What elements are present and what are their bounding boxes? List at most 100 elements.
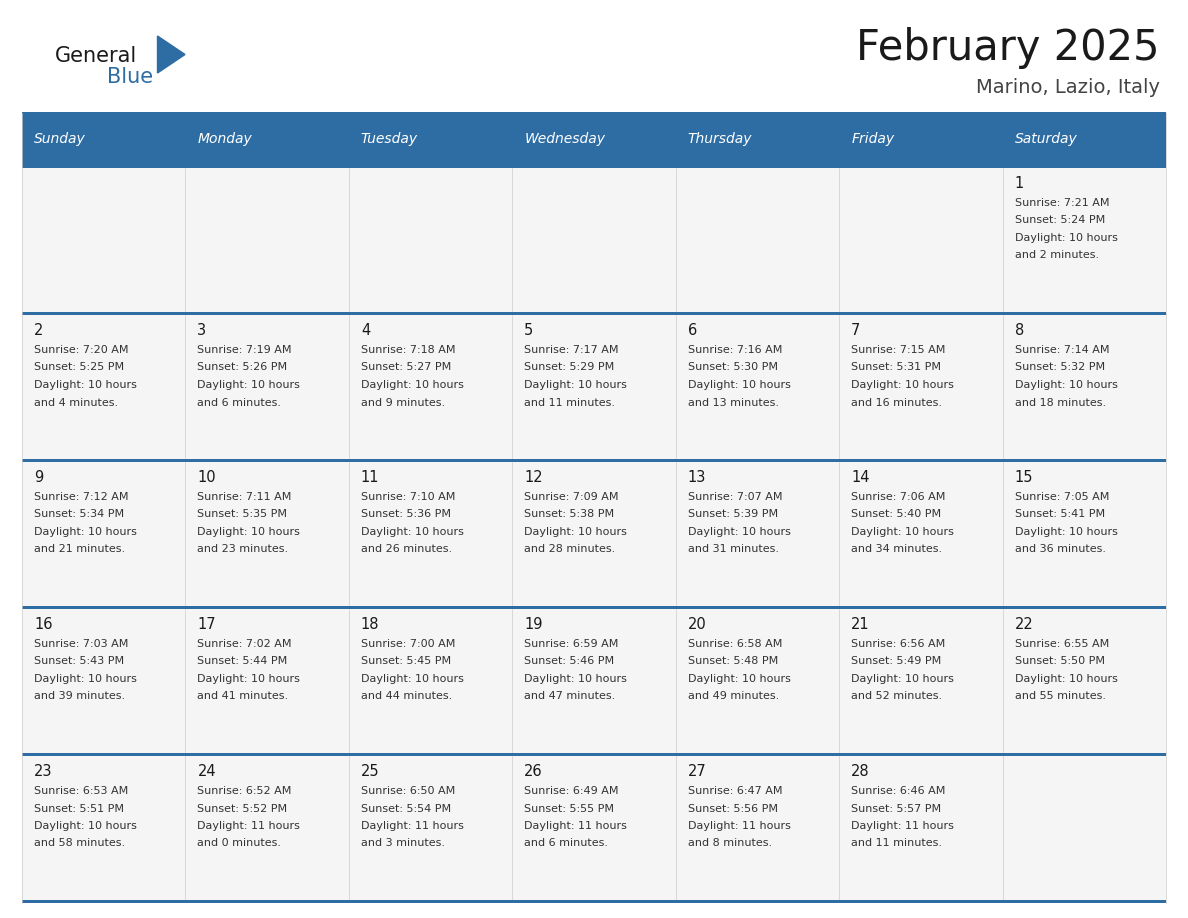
Text: 17: 17 <box>197 617 216 632</box>
Text: 7: 7 <box>851 323 860 338</box>
Text: Sunrise: 7:00 AM: Sunrise: 7:00 AM <box>361 639 455 649</box>
Text: Sunrise: 7:19 AM: Sunrise: 7:19 AM <box>197 345 292 355</box>
Text: Sunset: 5:26 PM: Sunset: 5:26 PM <box>197 363 287 373</box>
Text: Sunset: 5:51 PM: Sunset: 5:51 PM <box>34 803 124 813</box>
Text: Saturday: Saturday <box>1015 132 1078 146</box>
Bar <box>1003 462 1165 606</box>
Text: and 2 minutes.: and 2 minutes. <box>1015 251 1099 261</box>
Text: and 47 minutes.: and 47 minutes. <box>524 691 615 701</box>
Text: 15: 15 <box>1015 470 1034 485</box>
Text: 25: 25 <box>361 764 379 779</box>
Bar <box>839 756 1003 900</box>
Text: Sunrise: 6:58 AM: Sunrise: 6:58 AM <box>688 639 782 649</box>
Text: 12: 12 <box>524 470 543 485</box>
Bar <box>23 753 1165 756</box>
Bar <box>512 756 676 900</box>
Text: Sunset: 5:32 PM: Sunset: 5:32 PM <box>1015 363 1105 373</box>
Text: Sunrise: 6:59 AM: Sunrise: 6:59 AM <box>524 639 619 649</box>
Bar <box>512 168 676 312</box>
Text: Daylight: 10 hours: Daylight: 10 hours <box>197 674 301 684</box>
Text: 26: 26 <box>524 764 543 779</box>
Text: Sunrise: 7:14 AM: Sunrise: 7:14 AM <box>1015 345 1110 355</box>
Text: 20: 20 <box>688 617 707 632</box>
Text: 22: 22 <box>1015 617 1034 632</box>
Text: and 36 minutes.: and 36 minutes. <box>1015 544 1106 554</box>
Text: Sunset: 5:35 PM: Sunset: 5:35 PM <box>197 509 287 520</box>
Text: 19: 19 <box>524 617 543 632</box>
Bar <box>839 168 1003 312</box>
Text: Sunset: 5:34 PM: Sunset: 5:34 PM <box>34 509 124 520</box>
Bar <box>349 756 512 900</box>
Bar <box>349 462 512 606</box>
Text: 14: 14 <box>851 470 870 485</box>
Bar <box>512 609 676 753</box>
Bar <box>185 756 349 900</box>
Text: Sunset: 5:40 PM: Sunset: 5:40 PM <box>851 509 941 520</box>
Text: and 34 minutes.: and 34 minutes. <box>851 544 942 554</box>
Text: and 49 minutes.: and 49 minutes. <box>688 691 779 701</box>
Bar <box>185 168 349 312</box>
Text: 11: 11 <box>361 470 379 485</box>
Text: Daylight: 10 hours: Daylight: 10 hours <box>524 674 627 684</box>
Text: 16: 16 <box>34 617 52 632</box>
Text: 27: 27 <box>688 764 707 779</box>
Text: Daylight: 10 hours: Daylight: 10 hours <box>524 380 627 390</box>
Bar <box>512 113 676 165</box>
Bar <box>349 315 512 459</box>
Text: 24: 24 <box>197 764 216 779</box>
Text: Sunrise: 6:50 AM: Sunrise: 6:50 AM <box>361 786 455 796</box>
Text: 1: 1 <box>1015 176 1024 191</box>
Bar <box>839 462 1003 606</box>
Polygon shape <box>158 36 185 73</box>
Bar <box>23 900 1165 903</box>
Text: Sunset: 5:24 PM: Sunset: 5:24 PM <box>1015 216 1105 226</box>
Bar <box>839 609 1003 753</box>
Text: General: General <box>55 46 138 66</box>
Text: Daylight: 11 hours: Daylight: 11 hours <box>524 821 627 831</box>
Text: Sunset: 5:52 PM: Sunset: 5:52 PM <box>197 803 287 813</box>
Bar <box>1003 756 1165 900</box>
Text: Sunset: 5:31 PM: Sunset: 5:31 PM <box>851 363 941 373</box>
Text: Sunrise: 7:20 AM: Sunrise: 7:20 AM <box>34 345 128 355</box>
Bar <box>676 756 839 900</box>
Bar <box>23 168 185 312</box>
Text: Sunset: 5:27 PM: Sunset: 5:27 PM <box>361 363 451 373</box>
Text: 13: 13 <box>688 470 706 485</box>
Text: Sunrise: 7:03 AM: Sunrise: 7:03 AM <box>34 639 128 649</box>
Text: Daylight: 10 hours: Daylight: 10 hours <box>361 527 463 537</box>
Bar <box>1003 315 1165 459</box>
Text: Marino, Lazio, Italy: Marino, Lazio, Italy <box>977 79 1159 97</box>
Bar <box>23 165 1165 168</box>
Text: Sunrise: 6:49 AM: Sunrise: 6:49 AM <box>524 786 619 796</box>
Bar <box>349 113 512 165</box>
Text: Daylight: 10 hours: Daylight: 10 hours <box>688 674 790 684</box>
Text: Daylight: 10 hours: Daylight: 10 hours <box>851 380 954 390</box>
Bar <box>23 113 1165 118</box>
Text: Daylight: 10 hours: Daylight: 10 hours <box>851 674 954 684</box>
Text: Friday: Friday <box>851 132 895 146</box>
Text: Daylight: 10 hours: Daylight: 10 hours <box>688 527 790 537</box>
Text: Daylight: 10 hours: Daylight: 10 hours <box>1015 380 1118 390</box>
Bar <box>23 312 1165 315</box>
Bar <box>23 462 185 606</box>
Bar <box>23 606 1165 609</box>
Text: Sunset: 5:29 PM: Sunset: 5:29 PM <box>524 363 614 373</box>
Text: and 18 minutes.: and 18 minutes. <box>1015 397 1106 408</box>
Text: Daylight: 10 hours: Daylight: 10 hours <box>1015 527 1118 537</box>
Text: and 13 minutes.: and 13 minutes. <box>688 397 778 408</box>
Text: Sunset: 5:50 PM: Sunset: 5:50 PM <box>1015 656 1105 666</box>
Text: Sunday: Sunday <box>34 132 86 146</box>
Bar <box>185 113 349 165</box>
Text: and 44 minutes.: and 44 minutes. <box>361 691 453 701</box>
Bar <box>185 462 349 606</box>
Text: Sunset: 5:46 PM: Sunset: 5:46 PM <box>524 656 614 666</box>
Text: Sunrise: 6:55 AM: Sunrise: 6:55 AM <box>1015 639 1108 649</box>
Text: Sunset: 5:56 PM: Sunset: 5:56 PM <box>688 803 778 813</box>
Bar <box>1003 609 1165 753</box>
Text: Sunset: 5:49 PM: Sunset: 5:49 PM <box>851 656 941 666</box>
Text: and 6 minutes.: and 6 minutes. <box>197 397 282 408</box>
Text: Sunrise: 6:56 AM: Sunrise: 6:56 AM <box>851 639 946 649</box>
Bar <box>23 609 185 753</box>
Text: and 41 minutes.: and 41 minutes. <box>197 691 289 701</box>
Bar <box>676 168 839 312</box>
